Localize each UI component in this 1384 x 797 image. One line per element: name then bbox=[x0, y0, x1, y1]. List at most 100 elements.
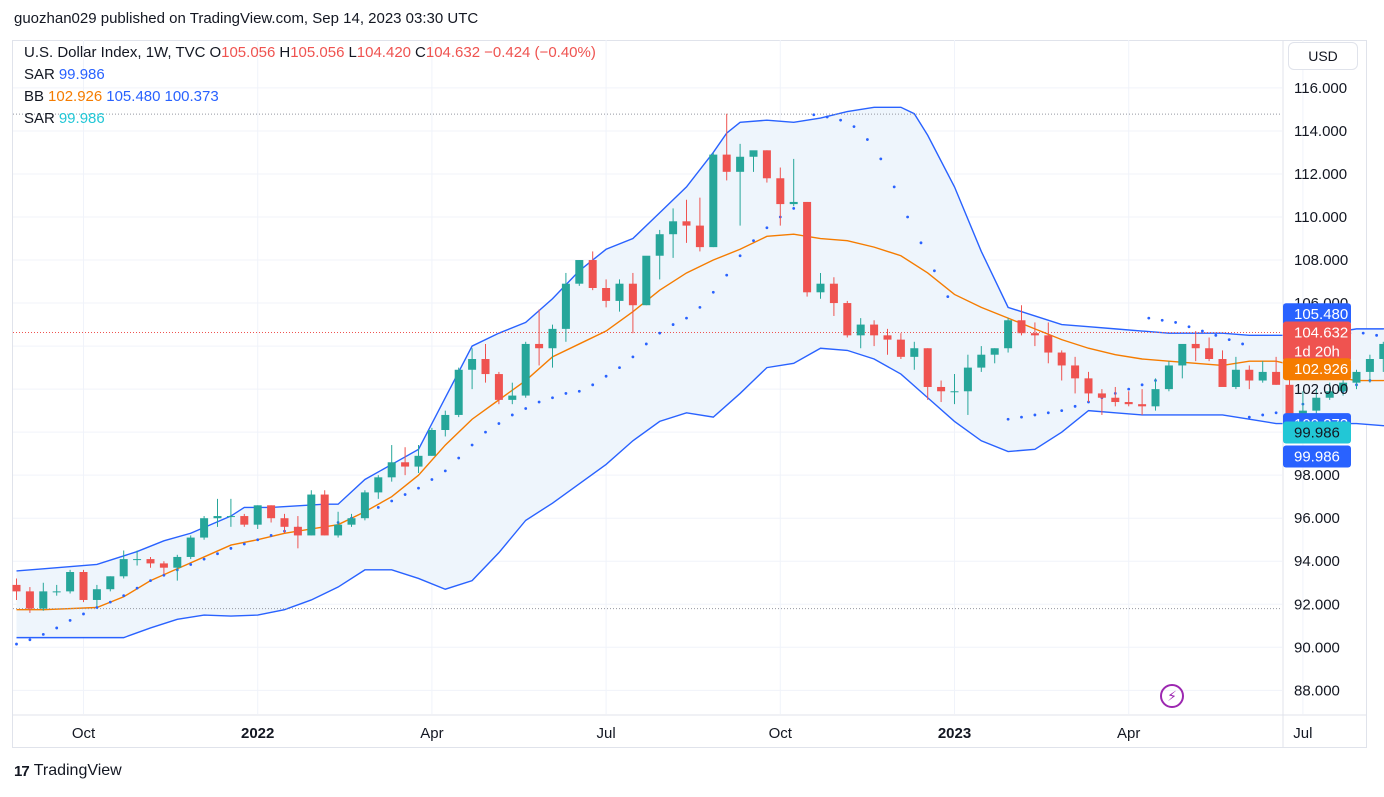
candle-body bbox=[106, 576, 115, 590]
candle-body bbox=[1352, 371, 1361, 383]
candle bbox=[253, 505, 262, 529]
candle bbox=[200, 516, 209, 540]
candle-body bbox=[66, 572, 75, 592]
candle bbox=[709, 152, 718, 248]
candle-body bbox=[1124, 402, 1133, 405]
candle-body bbox=[1017, 320, 1026, 334]
candle-body bbox=[1339, 382, 1348, 392]
candle-body bbox=[240, 516, 249, 525]
candle bbox=[1017, 305, 1026, 336]
candle bbox=[843, 300, 852, 338]
legend-open: 105.056 bbox=[221, 44, 276, 61]
candle-body bbox=[990, 348, 999, 355]
legend-sar2[interactable]: SAR 99.986 bbox=[24, 110, 109, 127]
sar-dot bbox=[1160, 318, 1164, 322]
candle-body bbox=[1030, 333, 1039, 336]
sar-dot bbox=[95, 606, 99, 609]
tag-sar2-value: 99.986 bbox=[1294, 424, 1340, 441]
sar-dot bbox=[1020, 415, 1023, 419]
lightning-icon[interactable]: ⚡︎ bbox=[1160, 684, 1184, 708]
candle-body bbox=[1312, 397, 1321, 411]
candle-body bbox=[1285, 384, 1294, 428]
candle bbox=[628, 272, 637, 334]
candle bbox=[240, 513, 249, 527]
sar-dot bbox=[685, 316, 688, 320]
candle-body bbox=[1191, 343, 1200, 349]
candle-body bbox=[1084, 378, 1093, 394]
tradingview-logo[interactable]: 17 TradingView bbox=[14, 762, 122, 780]
legend-bb[interactable]: BB 102.926 105.480 100.373 bbox=[24, 88, 223, 105]
sar-dot bbox=[658, 331, 662, 335]
sar-dot bbox=[752, 239, 755, 243]
tag-bb-upper-value: 105.480 bbox=[1294, 306, 1348, 323]
candle bbox=[762, 150, 771, 183]
tag-last-price: 104.632 1d 20h bbox=[1283, 321, 1351, 362]
candle bbox=[79, 569, 88, 603]
candle bbox=[454, 367, 463, 418]
candle-body bbox=[870, 324, 879, 336]
sar-dot bbox=[671, 323, 675, 326]
candle bbox=[1272, 356, 1281, 385]
candle-body bbox=[937, 386, 946, 392]
candle-body bbox=[1272, 371, 1281, 385]
candle bbox=[173, 554, 182, 581]
sar-dot bbox=[711, 290, 715, 294]
candle bbox=[1111, 386, 1120, 407]
candle bbox=[213, 498, 222, 527]
candle bbox=[25, 587, 34, 613]
sar-dot bbox=[604, 374, 608, 378]
candle-body bbox=[25, 591, 34, 609]
sar-dot bbox=[430, 478, 434, 481]
candle-body bbox=[588, 260, 597, 288]
legend-low: 104.420 bbox=[356, 44, 412, 61]
candle bbox=[669, 208, 678, 258]
candle-body bbox=[642, 255, 651, 306]
price-tick-label: 96.000 bbox=[1294, 510, 1340, 527]
sar-dot bbox=[866, 138, 869, 141]
candle-body bbox=[829, 283, 838, 304]
currency-button[interactable]: USD bbox=[1288, 42, 1358, 70]
candle-body bbox=[1365, 359, 1374, 372]
candle bbox=[1030, 322, 1039, 347]
legend-symbol[interactable]: U.S. Dollar Index, 1W, TVC bbox=[24, 44, 206, 61]
legend-sar1[interactable]: SAR 99.986 bbox=[24, 66, 109, 83]
sar-dot bbox=[216, 552, 219, 556]
candle bbox=[39, 582, 48, 611]
candle bbox=[1071, 356, 1080, 394]
sar-dot bbox=[1073, 404, 1077, 408]
bb-label: BB bbox=[24, 88, 45, 105]
candle-body bbox=[575, 260, 584, 284]
candle-body bbox=[1245, 369, 1254, 381]
candles bbox=[12, 113, 1384, 613]
candle-body bbox=[963, 367, 972, 392]
candle bbox=[642, 255, 651, 306]
candle bbox=[347, 513, 356, 527]
tag-last-price-countdown: 1d 20h bbox=[1294, 343, 1340, 360]
candle-body bbox=[615, 283, 624, 301]
candle bbox=[226, 498, 235, 527]
candle bbox=[508, 382, 517, 405]
candle-body bbox=[427, 430, 436, 456]
candle bbox=[374, 475, 383, 499]
sar-dot bbox=[403, 493, 407, 496]
sar-dot bbox=[792, 206, 796, 210]
candle bbox=[923, 348, 932, 400]
sar-dot bbox=[1274, 411, 1278, 415]
candle-body bbox=[468, 359, 477, 370]
candle-body bbox=[762, 150, 771, 179]
candle-body bbox=[253, 505, 262, 525]
legend-main: U.S. Dollar Index, 1W, TVC O105.056 H105.0… bbox=[24, 44, 600, 61]
legend-close-label: C bbox=[415, 44, 426, 61]
time-tick-label: Apr bbox=[1117, 725, 1140, 742]
candle-body bbox=[883, 335, 892, 340]
candle-body bbox=[1218, 359, 1227, 387]
candle-body bbox=[508, 395, 517, 400]
candle-body bbox=[682, 221, 691, 226]
candle-body bbox=[334, 524, 343, 536]
candle bbox=[52, 584, 61, 596]
candle-body bbox=[548, 328, 557, 349]
candle bbox=[883, 328, 892, 355]
candle bbox=[186, 535, 195, 560]
sar1-label: SAR bbox=[24, 66, 55, 83]
